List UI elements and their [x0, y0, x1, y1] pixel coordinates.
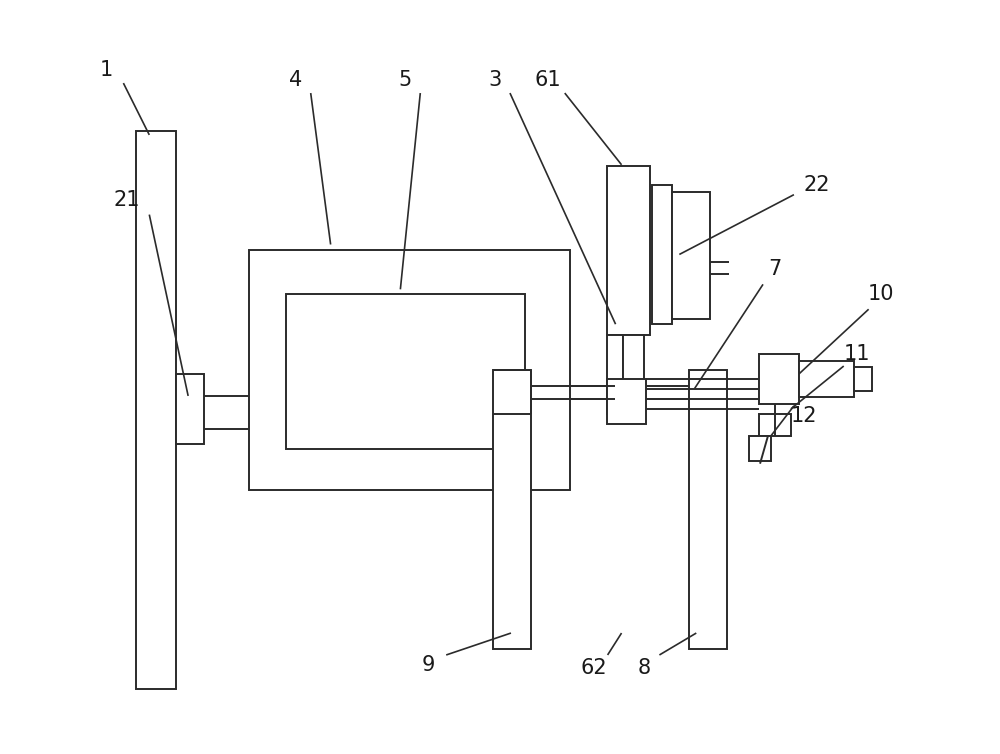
Bar: [286, 294, 525, 449]
Text: 8: 8: [638, 658, 651, 678]
Text: 7: 7: [768, 259, 782, 280]
Bar: [249, 250, 570, 489]
Text: 5: 5: [399, 70, 412, 90]
Text: 1: 1: [100, 60, 113, 80]
Bar: [623, 336, 644, 414]
Bar: [607, 166, 650, 336]
Bar: [759, 414, 791, 436]
Text: 10: 10: [867, 284, 894, 305]
Bar: [607, 379, 646, 424]
Bar: [854, 367, 872, 391]
Text: 3: 3: [488, 70, 502, 90]
Bar: [689, 370, 727, 649]
Bar: [652, 185, 672, 324]
Text: 11: 11: [843, 344, 870, 364]
Text: 21: 21: [113, 190, 140, 210]
Bar: [607, 336, 623, 414]
Bar: [759, 354, 799, 404]
Text: 22: 22: [804, 175, 830, 195]
Text: 4: 4: [289, 70, 302, 90]
Bar: [493, 370, 531, 649]
Bar: [672, 192, 710, 319]
Bar: [136, 131, 176, 689]
Bar: [749, 436, 771, 461]
Bar: [176, 374, 204, 444]
Text: 62: 62: [580, 658, 607, 678]
Text: 12: 12: [791, 406, 817, 426]
Text: 9: 9: [422, 655, 435, 675]
Text: 61: 61: [535, 70, 561, 90]
Bar: [799, 361, 854, 397]
